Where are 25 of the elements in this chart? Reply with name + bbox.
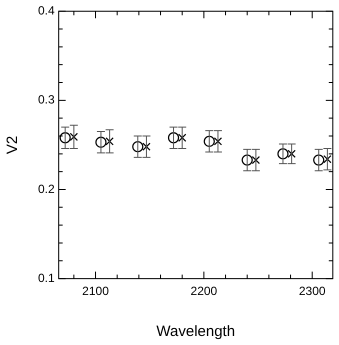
x-axis-title: Wavelength [156, 323, 236, 340]
x-tick-label: 2200 [190, 284, 218, 298]
point [252, 156, 260, 164]
point [178, 134, 186, 142]
point [132, 141, 144, 152]
y-tick-label: 0.1 [38, 270, 55, 285]
point [60, 132, 71, 144]
point [323, 155, 332, 164]
point [313, 154, 324, 166]
point [142, 142, 151, 151]
y-tick-label: 0.4 [38, 4, 55, 18]
point [95, 136, 107, 148]
y-tick-label: 0.2 [38, 182, 55, 196]
x-tick-label: 2300 [298, 284, 326, 298]
y-axis-title: V2 [4, 136, 22, 154]
point [242, 154, 253, 166]
point [70, 132, 78, 142]
point [204, 136, 215, 147]
point [287, 150, 296, 158]
x-tick-label: 2100 [82, 284, 110, 298]
point [168, 132, 180, 144]
point [277, 148, 289, 160]
y-tick-label: 0.3 [38, 92, 55, 107]
point [105, 137, 114, 146]
point [214, 137, 222, 146]
